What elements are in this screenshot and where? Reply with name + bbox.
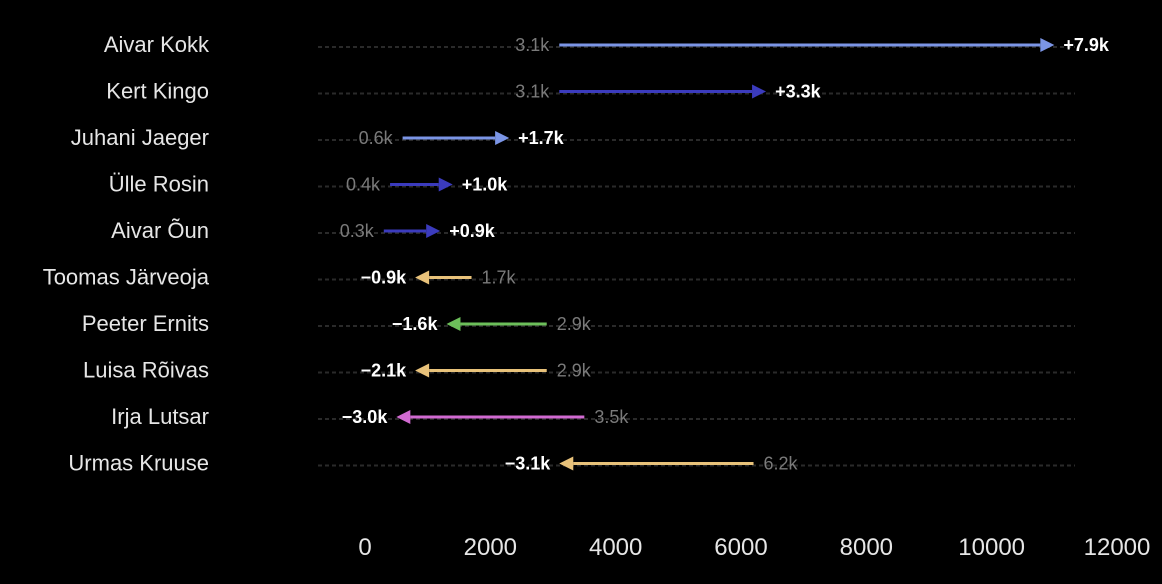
start-value-label: 2.9k (557, 314, 592, 334)
row-name-label: Aivar Õun (111, 218, 209, 243)
delta-value-label: +1.0k (462, 175, 509, 195)
row-name-label: Kert Kingo (106, 79, 209, 104)
arrow-head (415, 270, 430, 285)
arrow-head (559, 456, 574, 471)
row: Aivar Kokk 3.1k +7.9k (104, 32, 1110, 57)
arrow-head (1040, 38, 1055, 52)
arrow-head (752, 84, 767, 99)
delta-value-label: −2.1k (361, 361, 408, 381)
arrow-head (396, 410, 411, 424)
x-axis-ticks: 0 2000 4000 6000 8000 10000 12000 (358, 534, 1150, 561)
x-tick-label: 6000 (714, 534, 767, 561)
x-tick-label: 12000 (1084, 534, 1151, 561)
row-name-label: Luisa Rõivas (83, 358, 209, 383)
delta-value-label: +0.9k (449, 221, 496, 241)
x-tick-label: 8000 (840, 534, 893, 561)
row-name-label: Toomas Järveoja (43, 265, 210, 290)
arrow-head (438, 177, 453, 192)
start-value-label: 0.4k (346, 175, 381, 195)
row-name-label: Aivar Kokk (104, 32, 210, 57)
row: Luisa Rõivas 2.9k −2.1k (83, 358, 1075, 383)
row-name-label: Peeter Ernits (82, 311, 209, 336)
row: Kert Kingo 3.1k +3.3k (106, 79, 1075, 104)
row-name-label: Urmas Kruuse (68, 451, 209, 476)
delta-value-label: −3.0k (342, 407, 389, 427)
start-value-label: 3.1k (515, 82, 550, 102)
start-value-label: 0.6k (359, 128, 394, 148)
row: Irja Lutsar 3.5k −3.0k (111, 404, 1075, 429)
row-name-label: Juhani Jaeger (71, 125, 209, 150)
delta-value-label: +7.9k (1063, 35, 1110, 55)
row: Aivar Õun 0.3k +0.9k (111, 218, 1075, 243)
start-value-label: 3.5k (594, 407, 629, 427)
delta-value-label: −1.6k (392, 314, 439, 334)
row: Ülle Rosin 0.4k +1.0k (109, 172, 1075, 197)
row-name-label: Ülle Rosin (109, 172, 209, 197)
delta-value-label: −0.9k (361, 268, 408, 288)
start-value-label: 2.9k (557, 361, 592, 381)
delta-value-label: +3.3k (775, 82, 822, 102)
row: Peeter Ernits 2.9k −1.6k (82, 311, 1075, 336)
row: Toomas Järveoja 1.7k −0.9k (43, 265, 1075, 290)
arrow-head (495, 131, 510, 145)
x-tick-label: 2000 (464, 534, 517, 561)
rows: Aivar Kokk 3.1k +7.9k Kert Kingo 3.1k +3.3k Ju… (43, 32, 1110, 476)
row: Urmas Kruuse 6.2k −3.1k (68, 451, 1075, 476)
delta-value-label: −3.1k (505, 454, 552, 474)
arrow-head (446, 317, 461, 331)
x-tick-label: 10000 (958, 534, 1025, 561)
start-value-label: 0.3k (340, 221, 375, 241)
x-tick-label: 4000 (589, 534, 642, 561)
row: Juhani Jaeger 0.6k +1.7k (71, 125, 1075, 150)
start-value-label: 6.2k (764, 454, 799, 474)
start-value-label: 1.7k (482, 268, 517, 288)
delta-value-label: +1.7k (518, 128, 565, 148)
x-tick-label: 0 (358, 534, 371, 561)
arrow-head (415, 363, 430, 378)
start-value-label: 3.1k (515, 35, 550, 55)
arrow-head (426, 224, 441, 238)
row-name-label: Irja Lutsar (111, 404, 209, 429)
